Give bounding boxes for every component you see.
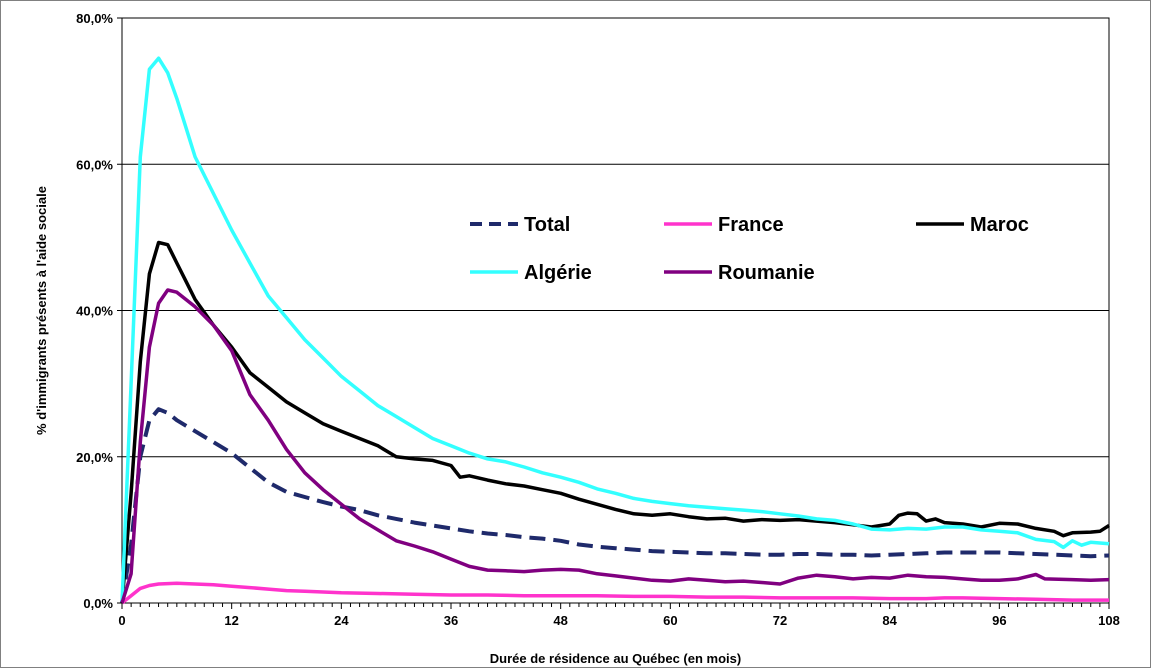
legend-label: Maroc — [970, 214, 1029, 236]
series-line-total — [120, 407, 1110, 604]
y-tick-label: 20,0% — [76, 450, 113, 465]
x-tick-label: 96 — [992, 613, 1006, 628]
series-line-france — [120, 581, 1109, 605]
series-line-roumanie — [120, 288, 1110, 604]
y-tick-label: 0,0% — [83, 596, 113, 611]
x-tick-label: 84 — [882, 613, 897, 628]
series-line-algrie — [120, 56, 1110, 604]
legend-label: Algérie — [524, 262, 592, 284]
y-tick-label: 40,0% — [76, 304, 113, 319]
x-tick-label: 24 — [334, 613, 349, 628]
x-axis-title: Durée de résidence au Québec (en mois) — [490, 651, 741, 666]
x-tick-label: 72 — [773, 613, 787, 628]
legend-label: France — [718, 214, 784, 236]
legend-label: Total — [524, 214, 570, 236]
gridlines — [122, 163, 1109, 458]
legend: Total France Maroc Algérie Roumanie — [470, 214, 1029, 284]
x-tick-label: 0 — [118, 613, 125, 628]
x-tick-label: 36 — [444, 613, 458, 628]
legend-label: Roumanie — [718, 262, 815, 284]
series-line-maroc — [120, 240, 1110, 604]
x-tick-label: 108 — [1098, 613, 1120, 628]
y-axis-title: % d'immigrants présents à l'aide sociale — [34, 186, 49, 435]
y-tick-label: 60,0% — [76, 157, 113, 172]
x-tick-label: 48 — [553, 613, 567, 628]
x-tick-label: 60 — [663, 613, 677, 628]
x-tick-label: 12 — [224, 613, 238, 628]
series-layer — [120, 56, 1110, 605]
axes-layer: 0,0% 20,0% 40,0% 60,0% 80,0% 0 12 24 36 48 60 72 84 9… — [76, 11, 1120, 628]
y-tick-label: 80,0% — [76, 11, 113, 26]
